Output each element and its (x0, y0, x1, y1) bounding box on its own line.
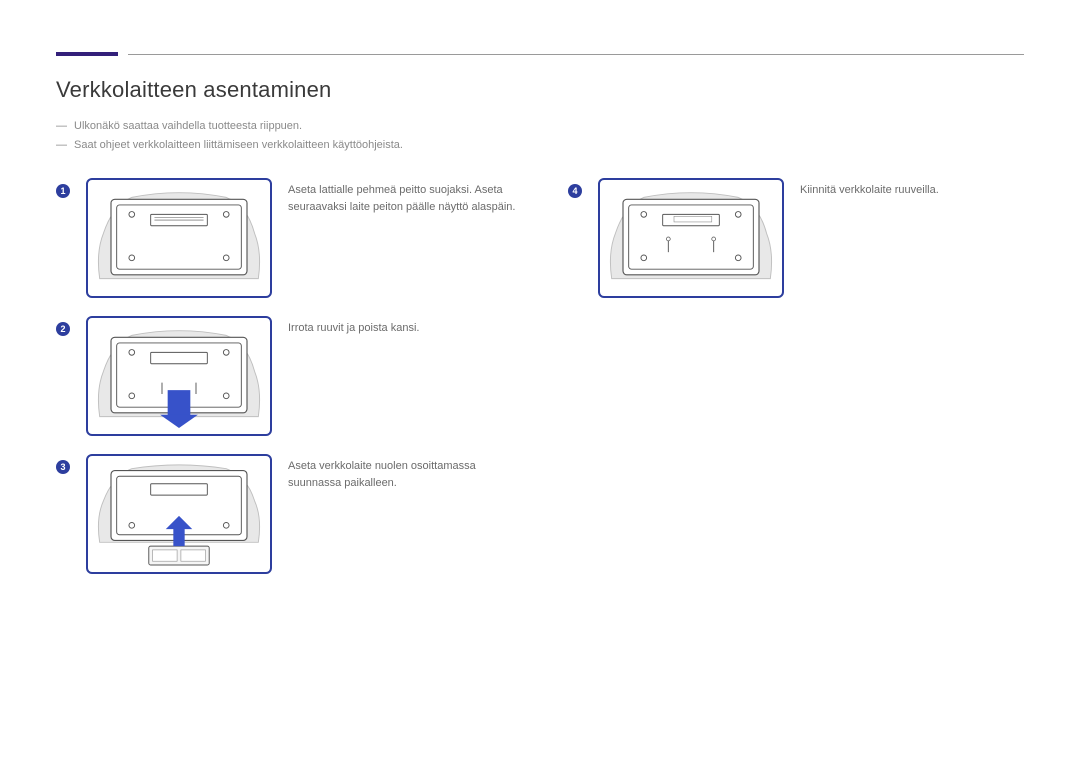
step-badge-2: 2 (56, 322, 70, 336)
step-illustration-1 (86, 178, 272, 298)
step-badge-3: 3 (56, 460, 70, 474)
monitor-secure-screws-icon (606, 185, 776, 291)
page-title: Verkkolaitteen asentaminen (56, 77, 1024, 103)
step-badge-1: 1 (56, 184, 70, 198)
page: Verkkolaitteen asentaminen Ulkonäkö saat… (0, 0, 1080, 574)
rule-accent (56, 52, 118, 56)
column-left: 1 Aseta lattialle pehm (56, 178, 536, 574)
monitor-remove-cover-icon (94, 323, 264, 429)
top-rule (56, 52, 1024, 55)
step-badge-4: 4 (568, 184, 582, 198)
step-4: 4 (568, 178, 998, 298)
column-right: 4 (568, 178, 998, 574)
note-2: Saat ohjeet verkkolaitteen liittämiseen … (56, 136, 1024, 155)
rule-line (128, 54, 1024, 55)
step-illustration-4 (598, 178, 784, 298)
notes: Ulkonäkö saattaa vaihdella tuotteesta ri… (56, 117, 1024, 154)
step-text-3: Aseta verkkolaite nuolen osoittamassa su… (288, 454, 528, 492)
step-1: 1 Aseta lattialle pehm (56, 178, 536, 298)
step-2: 2 (56, 316, 536, 436)
step-3: 3 (56, 454, 536, 574)
step-text-4: Kiinnitä verkkolaite ruuveilla. (800, 178, 939, 199)
note-1: Ulkonäkö saattaa vaihdella tuotteesta ri… (56, 117, 1024, 136)
step-illustration-2 (86, 316, 272, 436)
step-text-1: Aseta lattialle pehmeä peitto suojaksi. … (288, 178, 528, 216)
monitor-back-icon (94, 185, 264, 291)
monitor-insert-adapter-icon (94, 458, 264, 570)
step-illustration-3 (86, 454, 272, 574)
steps-grid: 1 Aseta lattialle pehm (56, 178, 1024, 574)
step-text-2: Irrota ruuvit ja poista kansi. (288, 316, 419, 337)
